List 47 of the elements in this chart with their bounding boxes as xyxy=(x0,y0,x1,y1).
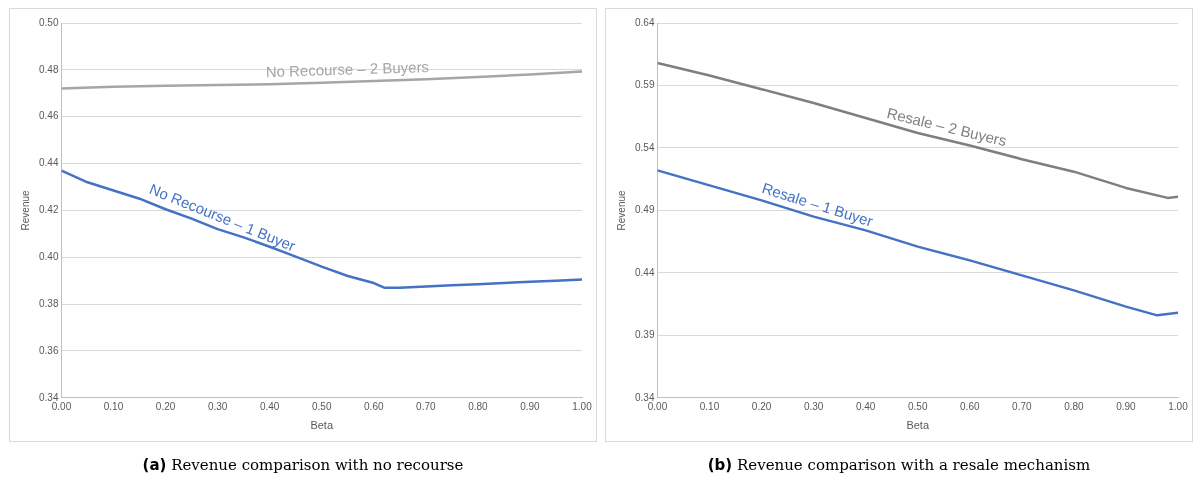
text: Resale – 1 Buyer xyxy=(759,179,875,230)
x-tick-label: 0.00 xyxy=(51,400,72,412)
y-tick-label: 0.64 xyxy=(634,16,655,28)
y-tick-label: 0.39 xyxy=(634,329,655,341)
y-tick-label: 0.40 xyxy=(38,251,59,262)
y-tick-label: 0.34 xyxy=(634,391,655,403)
y-tick-label: 0.48 xyxy=(38,63,59,75)
y-tick-label: 0.36 xyxy=(38,344,59,356)
y-tick-label: 0.34 xyxy=(38,391,59,403)
x-tick-label: 0.70 xyxy=(416,400,437,412)
x-tick-label: 0.50 xyxy=(312,400,332,412)
series-label: No Recourse – 2 Buyers xyxy=(265,58,430,81)
y-tick-label: 0.44 xyxy=(38,157,59,169)
y-tick-label: 0.42 xyxy=(38,204,59,216)
x-tick-label: 0.00 xyxy=(647,400,668,412)
x-axis-title: Beta xyxy=(906,419,930,432)
x-tick-label: 0.90 xyxy=(1116,400,1137,412)
y-tick-label: 0.59 xyxy=(634,79,655,91)
x-tick-label: 0.40 xyxy=(855,400,876,412)
y-tick-label: 0.49 xyxy=(634,204,655,216)
y-tick-label: 0.38 xyxy=(38,297,59,309)
x-axis-title: Beta xyxy=(310,419,334,432)
x-tick-label: 0.30 xyxy=(207,400,228,412)
x-tick-label: 0.60 xyxy=(364,400,384,412)
x-tick-label: 0.80 xyxy=(468,400,489,412)
x-tick-label: 1.00 xyxy=(1168,400,1189,412)
x-tick-label: 0.30 xyxy=(803,400,824,412)
y-axis-title: Revenue xyxy=(615,189,627,231)
x-tick-label: 0.20 xyxy=(751,400,772,412)
x-tick-label: 0.70 xyxy=(1012,400,1033,412)
x-tick-label: 0.20 xyxy=(155,400,176,412)
y-axis-title: Revenue xyxy=(19,189,31,231)
y-tick-label: 0.50 xyxy=(38,16,59,28)
x-tick-label: 0.50 xyxy=(908,400,928,412)
text: (b) Revenue comparison with a resale mechanism xyxy=(707,456,1091,474)
x-tick-label: 0.80 xyxy=(1064,400,1085,412)
x-tick-label: 0.90 xyxy=(520,400,541,412)
text: Resale – 2 Buyers xyxy=(885,104,1009,150)
x-tick-label: 1.00 xyxy=(572,400,593,412)
text: (a) Revenue comparison with no recourse xyxy=(142,456,464,474)
y-tick-label: 0.54 xyxy=(634,141,655,153)
x-tick-label: 0.10 xyxy=(699,400,720,412)
x-tick-label: 0.60 xyxy=(960,400,980,412)
y-tick-label: 0.44 xyxy=(634,266,655,278)
x-tick-label: 0.40 xyxy=(259,400,280,412)
x-tick-label: 0.10 xyxy=(103,400,124,412)
y-tick-label: 0.46 xyxy=(38,110,59,122)
